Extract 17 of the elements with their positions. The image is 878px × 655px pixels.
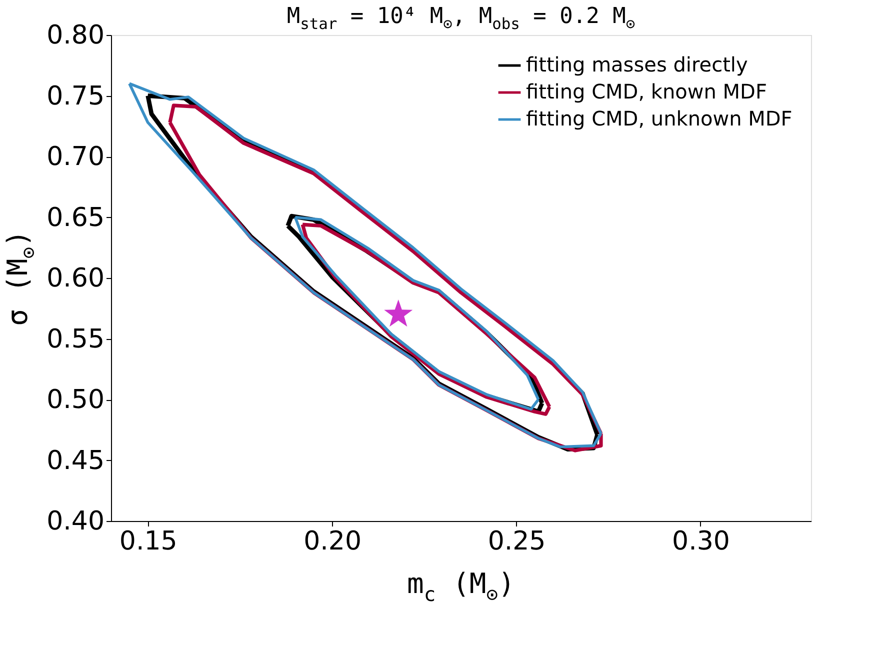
y-tick-label: 0.80	[46, 20, 104, 50]
y-axis-title: σ (M⊙)	[1, 230, 40, 326]
x-tick-label: 0.25	[488, 526, 546, 556]
x-tick-label: 0.15	[119, 526, 178, 556]
legend-label: fitting masses directly	[526, 52, 748, 76]
y-tick-label: 0.45	[46, 446, 104, 476]
legend-label: fitting CMD, unknown MDF	[526, 106, 792, 130]
x-tick-label: 0.20	[304, 526, 362, 556]
y-tick-label: 0.75	[46, 81, 104, 112]
legend-label: fitting CMD, known MDF	[526, 80, 767, 104]
y-tick-label: 0.55	[46, 324, 104, 354]
x-tick-label: 0.30	[672, 526, 730, 556]
y-tick-label: 0.50	[46, 385, 104, 415]
y-tick-label: 0.40	[46, 506, 104, 536]
y-tick-label: 0.60	[46, 264, 104, 294]
y-tick-label: 0.65	[46, 202, 104, 233]
y-tick-label: 0.70	[46, 142, 104, 172]
